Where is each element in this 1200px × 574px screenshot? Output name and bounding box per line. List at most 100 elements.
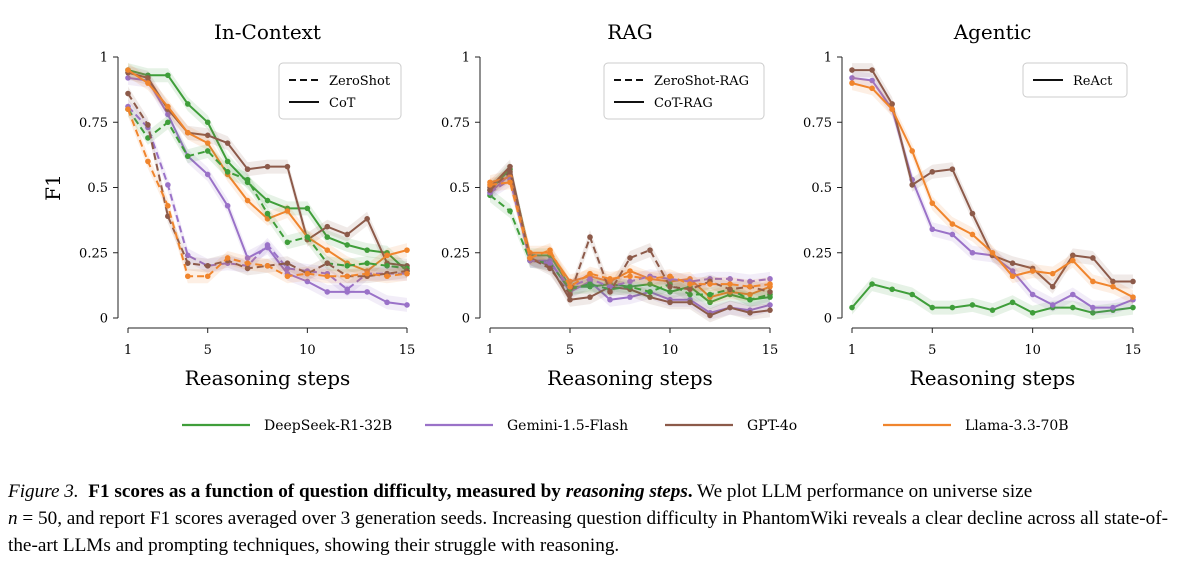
data-point <box>324 289 331 295</box>
data-point <box>1049 270 1056 277</box>
data-point <box>284 265 291 272</box>
data-point <box>344 273 351 280</box>
data-point <box>364 289 370 295</box>
data-point <box>849 80 855 86</box>
data-point <box>1090 255 1096 261</box>
data-point <box>244 255 251 261</box>
y-tick-label: 0 <box>462 312 470 327</box>
data-point <box>627 255 633 261</box>
data-point <box>929 200 936 206</box>
data-point <box>125 75 131 81</box>
bottom-legend-label-gpt-4o: GPT-4o <box>747 418 797 434</box>
series-line <box>489 170 771 296</box>
data-point <box>264 163 271 170</box>
data-point <box>1069 291 1076 298</box>
data-point <box>627 278 633 285</box>
data-point <box>304 270 311 277</box>
confidence-band <box>128 99 407 297</box>
data-point <box>224 202 231 209</box>
data-point <box>324 234 331 240</box>
data-point <box>929 304 936 311</box>
data-point <box>587 234 593 240</box>
data-point <box>204 263 211 269</box>
data-point <box>304 205 311 212</box>
figure-caption: Figure 3. F1 scores as a function of que… <box>8 478 1194 559</box>
data-point <box>747 309 753 316</box>
data-point <box>284 208 291 214</box>
data-point <box>667 299 673 306</box>
data-point <box>889 286 895 293</box>
data-point <box>507 169 513 175</box>
data-point <box>1090 309 1096 316</box>
data-point <box>145 135 151 141</box>
legend: ReAct <box>1022 62 1128 98</box>
data-point <box>1009 268 1016 274</box>
data-point <box>224 255 231 261</box>
panel-title: RAG <box>607 20 652 44</box>
data-point <box>264 210 271 217</box>
data-point <box>747 283 753 290</box>
data-point <box>204 140 211 146</box>
data-point <box>647 289 653 295</box>
data-point <box>1130 294 1136 300</box>
data-point <box>909 291 916 298</box>
data-point <box>344 242 351 248</box>
data-point <box>869 67 875 73</box>
caption-bold-text: F1 scores as a function of question diff… <box>88 481 561 502</box>
data-point <box>224 140 231 146</box>
data-point <box>204 171 211 178</box>
data-point <box>324 260 331 266</box>
data-point <box>404 270 410 277</box>
data-point <box>487 182 493 188</box>
data-point <box>849 304 855 311</box>
legend-box <box>603 62 765 120</box>
data-point <box>284 163 291 170</box>
data-point <box>145 75 151 81</box>
data-point <box>547 265 553 272</box>
y-tick-label: 1 <box>824 51 832 66</box>
data-point <box>727 281 733 287</box>
data-point <box>244 265 251 272</box>
panel-title: Agentic <box>953 20 1032 44</box>
data-point <box>1069 304 1076 311</box>
data-point <box>165 182 171 188</box>
data-point <box>1130 278 1136 285</box>
data-point <box>647 294 653 300</box>
y-tick-label: 0.75 <box>803 116 832 131</box>
data-point <box>184 260 191 266</box>
data-point <box>587 281 593 287</box>
data-point <box>324 223 331 230</box>
x-tick-label: 5 <box>204 343 212 358</box>
x-axis-label: Reasoning steps <box>547 366 713 390</box>
data-point <box>1009 260 1016 266</box>
data-point <box>264 242 271 248</box>
bottom-legend: DeepSeek-R1-32B Gemini-1.5-Flash GPT-4o Lla… <box>182 418 1069 434</box>
legend-label: ReAct <box>1073 74 1113 89</box>
data-point <box>384 252 390 259</box>
data-point <box>224 169 231 175</box>
data-point <box>547 260 553 266</box>
confidence-band <box>490 172 770 294</box>
y-tick-label: 0.75 <box>79 116 108 131</box>
y-tick-label: 0.75 <box>441 116 470 131</box>
data-point <box>204 132 211 139</box>
data-point <box>667 273 673 280</box>
data-point <box>687 286 693 293</box>
data-point <box>647 247 653 253</box>
data-point <box>889 101 895 107</box>
confidence-band <box>128 63 407 278</box>
data-point <box>767 289 773 295</box>
data-point <box>1029 309 1036 316</box>
data-point <box>344 231 351 238</box>
data-point <box>667 289 673 295</box>
data-point <box>909 148 916 154</box>
series-line <box>127 92 408 278</box>
data-point <box>667 283 673 290</box>
legend: ZeroShot CoT <box>278 62 402 120</box>
data-point <box>184 153 191 159</box>
data-point <box>767 276 773 282</box>
y-tick-label: 0.5 <box>87 181 108 196</box>
data-point <box>567 296 573 303</box>
